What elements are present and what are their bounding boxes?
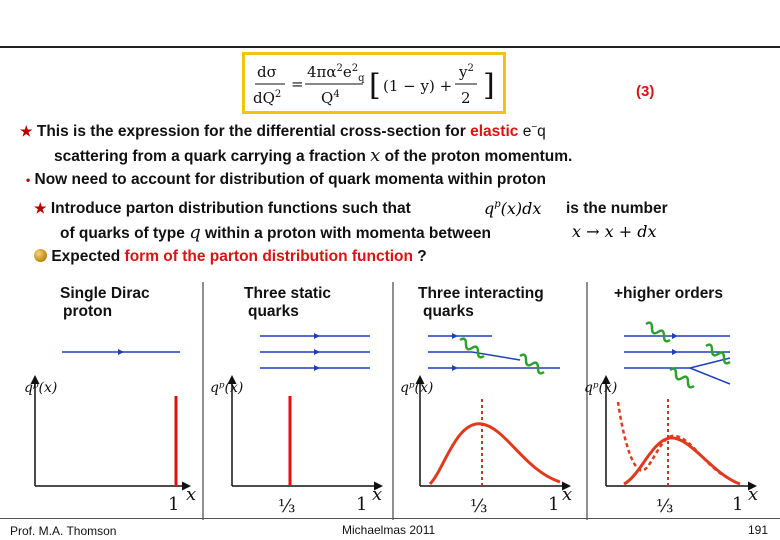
tick-one-2: 1 [356,494,367,515]
xlabel-1: x [186,484,196,505]
tick-third-4: ⅓ [656,496,673,517]
slide-number: 191 [748,523,769,537]
panel2-label-line1: Three static [244,285,332,302]
text-line-4: ★ Introduce parton distribution function… [34,200,411,218]
panel3-label-line1: Three interacting [418,285,544,302]
text-line-4b: is the number [566,200,668,217]
xlabel-4: x [748,484,758,505]
momentum-range-expression: x → x + dx [572,222,656,241]
line6-text-a: Expected [51,248,125,265]
line2-x: x [370,145,381,166]
panel4-label: +higher orders [614,285,723,303]
pdf-curves [174,396,741,486]
valence-curve [623,436,741,486]
tick-third-2: ⅓ [278,496,295,517]
line4-text-a: Introduce parton distribution functions … [50,200,411,217]
gluon-icons [459,321,731,389]
cross-section-equation: dσ dQ2 = 4πα2e2q Q4 [ (1 − y) + y2 2 ] [253,63,495,107]
svg-text:2: 2 [461,89,471,107]
equation-number: (3) [636,83,655,100]
panel2-label-line2: quarks [248,303,299,320]
text-line-2: scattering from a quark carrying a fract… [54,145,572,166]
panel3-label-line2: quarks [423,303,474,320]
text-line-6: Expected form of the parton distribution… [34,248,427,266]
line5-text-a: of quarks of type [60,225,190,242]
panel4-label-line1: +higher orders [614,285,723,302]
ylabel-1: qᵖ(x) [24,380,57,396]
smeared-curve [428,422,561,486]
panel1-label-line1: Single Dirac [60,285,150,302]
x-axis-ticks: 1 x ⅓ 1 x ⅓ 1 x ⅓ 1 x [168,484,758,517]
panel3-label: Three interacting quarks [418,285,544,321]
xlabel-3: x [562,484,572,505]
equation-box: dσ dQ2 = 4πα2e2q Q4 [ (1 − y) + y2 2 ] [242,52,506,114]
text-line-3: • Now need to account for distribution o… [26,171,546,189]
star-bullet-icon: ★ [34,200,47,216]
footer-term: Michaelmas 2011 [342,523,436,537]
svg-text:4πα2e2q: 4πα2e2q [307,63,365,84]
line2-text-a: scattering from a quark carrying a fract… [54,148,371,165]
svg-text:x → x + dx: x → x + dx [572,222,656,241]
panel2-label: Three static quarks [244,285,331,321]
line5-q: q [189,222,201,243]
text-line-5: of quarks of type q within a proton with… [60,222,491,243]
line5-text-b: within a proton with momenta between [200,225,491,242]
ball-bullet-icon [34,249,47,262]
elastic-word: elastic [470,123,519,141]
line6-text-red: form of the parton distribution function [124,248,413,265]
y-axis-labels: qᵖ(x) qᵖ(x) qᵖ(x) qᵖ(x) [24,380,617,396]
svg-text:[: [ [369,68,381,103]
line6-text-c: ? [412,248,427,265]
svg-text:dσ: dσ [257,63,277,81]
svg-text:(1 − y) +: (1 − y) + [383,77,452,95]
line3-text: Now need to account for distribution of … [34,171,547,188]
bottom-rule [0,518,780,519]
top-rule [0,46,780,48]
pdf-expression: qp(x)dx [484,199,541,218]
svg-text:dQ2: dQ2 [253,89,281,107]
panel1-label-line2: proton [63,303,113,320]
tick-one-1: 1 [168,494,179,515]
quark-lines [62,333,731,385]
svg-text:]: ] [483,68,495,103]
ylabel-4: qᵖ(x) [584,380,617,396]
xlabel-2: x [372,484,382,505]
panel1-label: Single Dirac proton [60,285,150,321]
footer-author: Prof. M.A. Thomson [10,524,117,538]
line1-q: q [537,123,546,141]
tick-third-3: ⅓ [470,496,487,517]
line2-text-b: of the proton momentum. [380,148,573,165]
tick-one-4: 1 [732,494,743,515]
ylabel-2: qᵖ(x) [210,380,243,396]
tick-one-3: 1 [548,494,559,515]
text-line-1: ★ This is the expression for the differe… [20,122,546,141]
ylabel-3: qᵖ(x) [400,380,433,396]
plot-axes [30,375,757,491]
line1-e: e [518,123,532,141]
panel-separators [202,282,588,520]
star-bullet-icon: ★ [20,123,33,140]
svg-text:=: = [291,75,304,93]
line1-text: This is the expression for the different… [36,123,471,141]
dot-bullet-icon: • [26,173,31,187]
